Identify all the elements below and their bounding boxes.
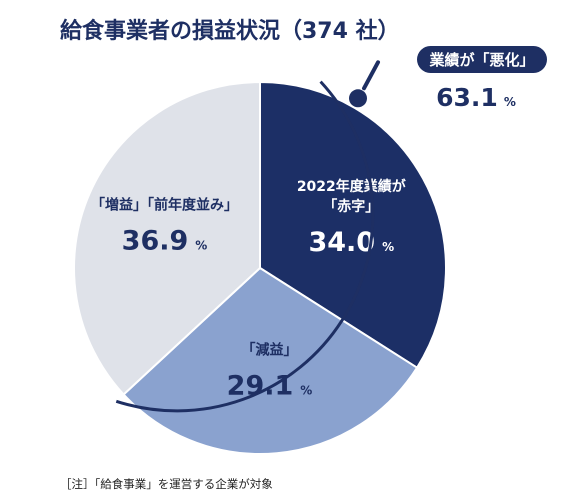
slice-value-1: 34.0% — [308, 227, 394, 258]
pie-slice-2 — [122, 266, 419, 455]
callout-badge — [417, 46, 547, 73]
pie-slices — [73, 80, 447, 455]
callout-arc — [115, 80, 375, 413]
callout-pointer — [362, 60, 380, 91]
slice-label-3-line-1: 「増益」「前年度並み」 — [91, 196, 238, 213]
callout-label: 業績が「悪化」 — [428, 51, 534, 69]
slice-label-1-line-1: 2022年度業績が — [297, 178, 407, 195]
slice-value-2: 29.1% — [227, 371, 313, 402]
callout-dot — [349, 89, 367, 108]
slice-value-3: 36.9% — [122, 225, 208, 256]
pie-slice-labels: 2022年度業績が「赤字」 34.0 % 「減益」 29.1 % 「増益」「前年度並み」 36… — [91, 178, 407, 402]
pie-slice-1 — [259, 80, 447, 370]
footnote: ［注］「給食事業」を運営する企業が対象 — [60, 477, 273, 491]
callout-value: 63.1% — [436, 83, 516, 112]
slice-label-2-line-1: 「減益」 — [242, 342, 298, 359]
slice-label-1-line-2: 「赤字」 — [323, 198, 379, 215]
chart-title: 給食事業者の損益状況（374 社） — [60, 18, 400, 44]
worsened-callout: 業績が「悪化」 63.1% — [115, 46, 547, 413]
pie-slice-3 — [73, 80, 261, 396]
